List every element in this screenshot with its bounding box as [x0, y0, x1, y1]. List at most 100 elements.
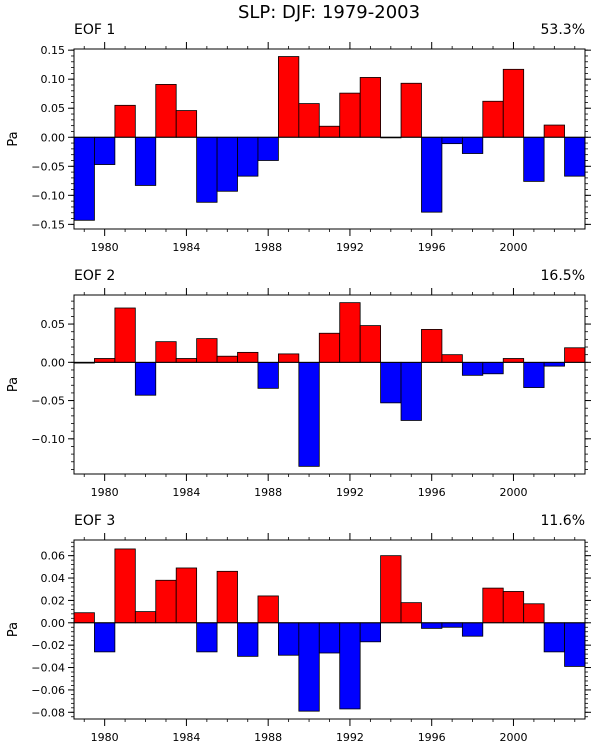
bar-1988 [257, 361, 279, 389]
y-tick-label: 0.04 [41, 572, 66, 585]
bar-1992 [339, 92, 361, 138]
x-tick-label: 1988 [254, 731, 282, 744]
bar-1985 [196, 622, 218, 653]
bar-1997 [441, 354, 463, 363]
y-tick-label: 0.00 [41, 131, 66, 144]
y-tick-label: −0.05 [31, 160, 65, 173]
bar-1983 [155, 579, 177, 624]
bar-1999 [482, 361, 504, 375]
bar-1987 [237, 351, 259, 363]
variance-label: 16.5% [541, 268, 585, 284]
x-tick-label: 1996 [418, 486, 446, 499]
eof-panel-3: −0.08 −0.06 −0.04 −0.02 0.00 0.02 0.04 0.06 1980… [6, 513, 591, 744]
x-tick-label: 1988 [254, 241, 282, 254]
bar-2000 [502, 591, 525, 624]
bar-2003 [564, 622, 586, 667]
bar-2002 [543, 361, 565, 367]
bar-1981 [114, 548, 136, 624]
x-tick-label: 1984 [172, 486, 200, 499]
bar-1982 [134, 136, 157, 186]
bar-1996 [421, 622, 443, 629]
bar-1981 [114, 307, 136, 363]
bar-2002 [543, 124, 565, 138]
y-tick-label: −0.05 [31, 395, 65, 408]
y-tick-label: 0.00 [41, 617, 66, 630]
bar-1980 [94, 358, 116, 363]
bar-2003 [564, 347, 586, 363]
bar-2000 [502, 68, 525, 138]
y-tick-label: 0.05 [41, 318, 66, 331]
bar-1979 [73, 612, 95, 624]
bar-1993 [359, 77, 382, 138]
bar-1990 [298, 103, 320, 138]
x-tick-label: 1984 [172, 241, 200, 254]
bar-1993 [359, 622, 382, 643]
eof-panel-1: −0.15 −0.10 −0.05 0.00 0.05 0.10 0.15 1980 1984 1… [6, 22, 591, 254]
bar-1991 [318, 125, 341, 138]
bar-1995 [400, 602, 422, 624]
x-tick-label: 1980 [91, 486, 119, 499]
bar-1988 [257, 595, 279, 624]
bar-1998 [461, 136, 484, 154]
bar-1994 [380, 361, 402, 404]
y-tick-label: 0.05 [41, 102, 66, 115]
bar-1996 [421, 136, 443, 213]
bar-2000 [502, 358, 525, 363]
bar-1987 [237, 136, 259, 177]
bar-1995 [400, 361, 422, 421]
bar-2001 [523, 361, 545, 388]
bar-1983 [155, 341, 177, 363]
y-tick-label: −0.06 [31, 684, 65, 697]
variance-label: 11.6% [541, 513, 585, 529]
panel-label: EOF 3 [74, 513, 115, 529]
panel-label: EOF 1 [74, 22, 115, 38]
bar-1989 [277, 622, 300, 656]
y-tick-label: 0.06 [41, 550, 66, 563]
x-tick-label: 2000 [499, 731, 527, 744]
bar-2001 [523, 603, 545, 624]
x-tick-label: 1996 [418, 241, 446, 254]
bar-1982 [134, 611, 157, 624]
bar-2003 [564, 136, 586, 177]
bar-1998 [461, 622, 484, 637]
bar-1979 [73, 136, 95, 221]
y-tick-label: −0.10 [31, 189, 65, 202]
bar-1980 [94, 622, 116, 653]
x-tick-label: 1996 [418, 731, 446, 744]
x-tick-label: 1980 [91, 241, 119, 254]
x-tick-label: 1992 [336, 486, 364, 499]
x-tick-label: 1980 [91, 731, 119, 744]
x-tick-label: 1988 [254, 486, 282, 499]
bar-1991 [318, 332, 341, 363]
bar-1984 [175, 567, 198, 624]
bar-1980 [94, 136, 116, 165]
bar-1999 [482, 587, 504, 624]
y-tick-label: 0.15 [41, 44, 66, 57]
y-axis-label: Pa [6, 131, 21, 146]
bar-1986 [216, 570, 238, 624]
bar-1988 [257, 136, 279, 161]
bar-1983 [155, 84, 177, 138]
bar-1999 [482, 100, 504, 138]
bar-1989 [277, 56, 300, 138]
y-axis-label: Pa [6, 377, 21, 392]
bar-1990 [298, 361, 320, 467]
bar-1984 [175, 110, 198, 138]
bar-2002 [543, 622, 565, 653]
main-title: SLP: DJF: 1979-2003 [237, 2, 421, 23]
panel-label: EOF 2 [74, 268, 115, 284]
y-tick-label: 0.10 [41, 73, 66, 86]
bar-1986 [216, 136, 238, 192]
y-tick-label: 0.00 [41, 356, 66, 369]
x-tick-label: 1984 [172, 731, 200, 744]
bar-1994 [380, 555, 402, 624]
variance-label: 53.3% [541, 22, 585, 38]
bar-1998 [461, 361, 484, 376]
bar-1996 [421, 329, 443, 363]
y-tick-label: 0.02 [41, 594, 66, 607]
bar-1987 [237, 622, 259, 657]
bar-1985 [196, 136, 218, 203]
x-tick-label: 1992 [336, 241, 364, 254]
